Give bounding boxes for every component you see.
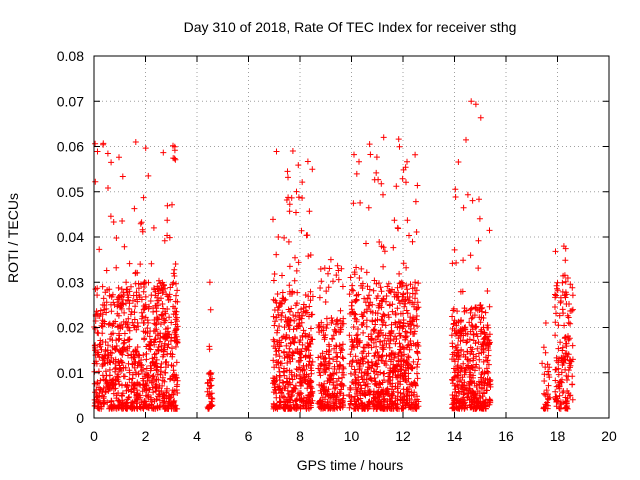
tick-marks (93, 55, 610, 419)
x-tick-label: 6 (245, 428, 253, 444)
x-tick-label: 18 (550, 428, 566, 444)
x-tick-label: 10 (344, 428, 360, 444)
y-tick-label: 0.05 (57, 184, 84, 200)
x-tick-label: 14 (447, 428, 463, 444)
y-tick-label: 0.06 (57, 139, 84, 155)
x-tick-labels: 0 2 4 6 8 10 12 14 16 18 20 (90, 428, 617, 444)
y-tick-label: 0.02 (57, 320, 84, 336)
x-tick-label: 2 (142, 428, 150, 444)
chart-title: Day 310 of 2018, Rate Of TEC Index for r… (184, 19, 517, 35)
y-tick-label: 0.04 (57, 229, 84, 245)
y-axis-title: ROTI / TECUs (5, 193, 21, 283)
data-points (91, 98, 576, 412)
y-tick-label: 0.03 (57, 274, 84, 290)
x-tick-label: 16 (498, 428, 514, 444)
x-tick-label: 8 (296, 428, 304, 444)
y-tick-label: 0.01 (57, 365, 84, 381)
roti-plus-markers (91, 98, 576, 412)
y-tick-label: 0.07 (57, 93, 84, 109)
y-tick-label: 0 (76, 410, 84, 426)
y-tick-label: 0.08 (57, 48, 84, 64)
x-tick-label: 4 (193, 428, 201, 444)
x-tick-label: 20 (601, 428, 617, 444)
grid-lines (94, 56, 609, 418)
y-tick-labels: 0 0.01 0.02 0.03 0.04 0.05 0.06 0.07 0.08 (57, 48, 84, 426)
x-tick-label: 12 (395, 428, 411, 444)
x-axis-title: GPS time / hours (297, 457, 404, 473)
x-tick-label: 0 (90, 428, 98, 444)
